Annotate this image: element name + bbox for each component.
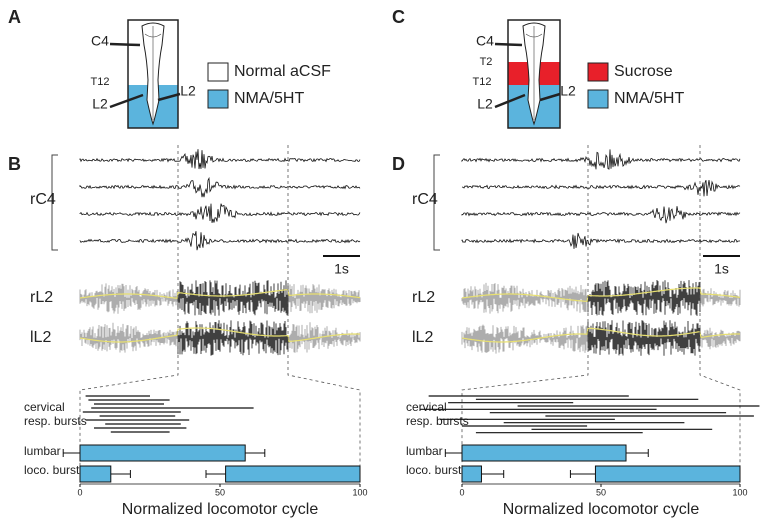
- trace-label: rL2: [30, 289, 53, 306]
- row-label: loco. bursts: [406, 463, 467, 477]
- emg-black: [177, 320, 289, 356]
- bracket: [433, 154, 440, 251]
- cord-detail: [525, 26, 543, 120]
- trace-label: lL2: [412, 329, 433, 346]
- bath: [507, 19, 561, 129]
- cord-label: T12: [473, 76, 492, 88]
- row-label: lumbar: [406, 444, 443, 458]
- cord-label: L2: [92, 96, 108, 112]
- cord-label: C4: [476, 33, 494, 49]
- error-bar: [444, 449, 462, 457]
- error-bar: [626, 449, 649, 457]
- cord-label: T12: [91, 76, 110, 88]
- envelope: [461, 327, 740, 343]
- envelope: [79, 288, 361, 300]
- legend-swatch: [207, 89, 229, 109]
- x-tick-label: 50: [215, 487, 225, 497]
- x-axis-label: Normalized locomotor cycle: [503, 501, 700, 518]
- row-label: loco. bursts: [24, 463, 85, 477]
- legend-label: Normal aCSF: [234, 63, 331, 80]
- guide-line: [699, 145, 741, 482]
- trace-label: rC4: [412, 191, 438, 208]
- panel-letter: A: [8, 7, 21, 27]
- legend-swatch: [587, 89, 609, 109]
- rc4-trace: [461, 232, 741, 249]
- row-label: cervical: [24, 400, 65, 414]
- row-label: resp. bursts: [24, 414, 87, 428]
- legend-swatch: [207, 62, 229, 82]
- electrode: [109, 93, 144, 109]
- envelope: [461, 287, 741, 303]
- burst-bar: [461, 465, 482, 483]
- cord-label: L2: [477, 96, 493, 112]
- panel-letter: D: [392, 154, 405, 174]
- electrode: [494, 93, 526, 109]
- bath: [127, 19, 179, 129]
- rc4-trace: [79, 149, 361, 170]
- trace-label: lL2: [30, 329, 51, 346]
- emg-black: [587, 280, 701, 316]
- cord-detail: [144, 26, 162, 120]
- burst-bar: [79, 444, 246, 462]
- panel-letter: C: [392, 7, 405, 27]
- error-bar: [205, 470, 226, 478]
- burst-bar: [79, 465, 112, 483]
- legend-swatch: [587, 62, 609, 82]
- error-bar: [245, 449, 266, 457]
- emg-black: [587, 320, 701, 356]
- burst-bar: [225, 465, 361, 483]
- rc4-trace: [79, 203, 361, 223]
- cord-label: C4: [91, 33, 109, 49]
- guide-line: [461, 145, 589, 482]
- emg-black: [177, 280, 289, 316]
- error-bar: [481, 470, 505, 478]
- cord-label: L2: [560, 83, 576, 99]
- rc4-trace: [461, 179, 741, 197]
- x-tick-label: 0: [459, 487, 464, 497]
- rc4-trace: [79, 231, 361, 251]
- trace-label: rL2: [412, 289, 435, 306]
- x-tick-label: 0: [77, 487, 82, 497]
- trace-label: rC4: [30, 191, 56, 208]
- guide-line: [79, 145, 179, 482]
- panel-letter: B: [8, 154, 21, 174]
- error-bar: [569, 470, 596, 478]
- x-axis-label: Normalized locomotor cycle: [122, 501, 319, 518]
- legend-label: NMA/5HT: [234, 90, 304, 107]
- burst-bar: [594, 465, 741, 483]
- scale-label: 1s: [714, 261, 729, 277]
- electrode: [494, 42, 523, 47]
- row-label: lumbar: [24, 444, 61, 458]
- x-tick-label: 100: [352, 487, 367, 497]
- electrode: [539, 92, 561, 102]
- x-tick-label: 50: [596, 487, 606, 497]
- bracket: [51, 154, 58, 251]
- error-bar: [110, 470, 131, 478]
- rc4-trace: [79, 176, 361, 198]
- emg-gray: [79, 283, 361, 314]
- row-label: cervical: [406, 400, 447, 414]
- electrode: [157, 92, 181, 102]
- legend-label: NMA/5HT: [614, 90, 684, 107]
- cord-label: T2: [480, 56, 493, 68]
- scale-label: 1s: [334, 261, 349, 277]
- rc4-trace: [461, 206, 741, 224]
- electrode: [109, 42, 141, 47]
- guide-line: [287, 145, 361, 482]
- row-label: resp. bursts: [406, 414, 469, 428]
- error-bar: [62, 449, 80, 457]
- cord-label: L2: [180, 83, 196, 99]
- legend-label: Sucrose: [614, 63, 673, 80]
- envelope: [79, 327, 360, 343]
- burst-bar: [461, 444, 627, 462]
- x-tick-label: 100: [732, 487, 747, 497]
- rc4-trace: [461, 149, 741, 170]
